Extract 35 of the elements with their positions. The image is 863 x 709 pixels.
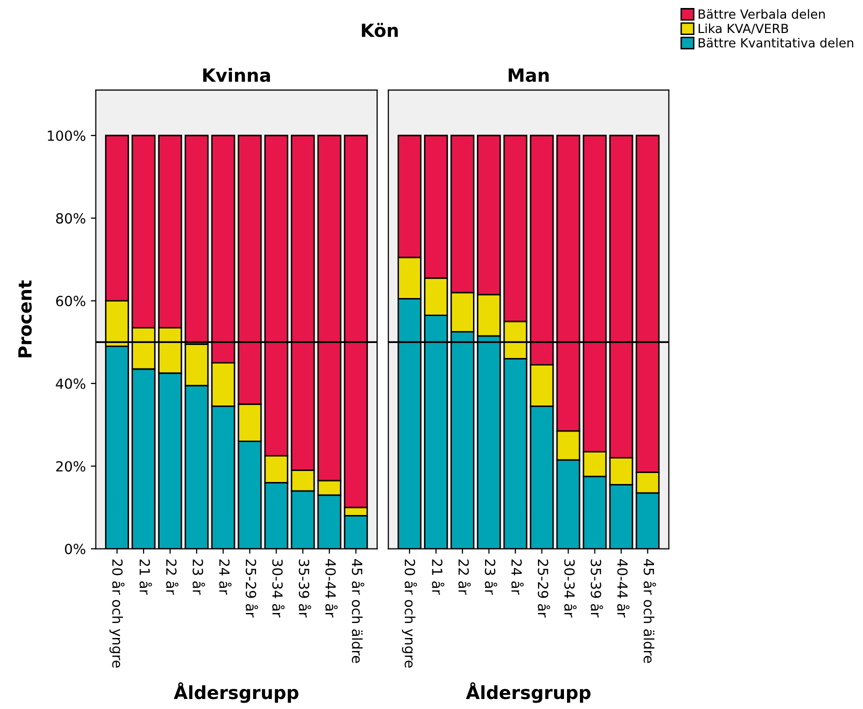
x-tick-label: 45 år och äldre <box>644 559 656 663</box>
x-axis-title: Åldersgrupp <box>466 682 591 703</box>
x-tick-label: 35-39 år <box>590 560 604 618</box>
x-tick-label: 25-29 år <box>538 560 550 618</box>
x-tick-label: 40-44 år <box>617 559 630 618</box>
x-tick-label: 25-29 år <box>246 560 258 618</box>
legend-label: Bättre Kvantitativa delen <box>698 38 854 48</box>
x-tick-label: 24 år <box>219 560 232 595</box>
x-tick-label: 20 år och yngre <box>402 560 418 668</box>
y-tick-label: 40% <box>56 378 86 389</box>
text: Kön <box>362 22 398 38</box>
x-tick-label: 45 år och äldre <box>352 559 364 663</box>
x-tick-label: 35-39 år <box>298 560 312 618</box>
x-tick-label: 30-34 år <box>564 560 577 618</box>
x-tick-label: 20 år och yngre <box>109 560 125 668</box>
x-tick-label: 21 år <box>432 560 444 595</box>
x-tick-label: 21 år <box>140 560 152 595</box>
x-axis-title: Åldersgrupp <box>174 682 298 703</box>
chart-title: Man <box>508 68 549 82</box>
x-tick-label: 24 år <box>511 560 524 595</box>
x-tick-label: 30-34 år <box>272 560 285 618</box>
y-axis-title: Procent <box>18 280 32 358</box>
legend-label: Bättre Verbala delen <box>698 9 825 19</box>
y-tick-label: 60% <box>56 296 86 306</box>
x-tick-label: 23 år <box>484 560 498 595</box>
y-tick-label: 100% <box>48 130 86 141</box>
x-tick-label: 22 år <box>458 560 471 595</box>
x-tick-label: 22 år <box>166 560 178 595</box>
x-tick-label: 40-44 år <box>325 559 338 618</box>
y-tick-label: 80% <box>56 213 86 224</box>
y-tick-label: 20% <box>56 461 86 472</box>
x-tick-label: 23 år <box>192 560 206 595</box>
y-tick-label: 0% <box>64 544 86 554</box>
legend-label: Lika KVA/VERB <box>698 23 788 34</box>
chart-title: Kvinna <box>203 68 270 82</box>
